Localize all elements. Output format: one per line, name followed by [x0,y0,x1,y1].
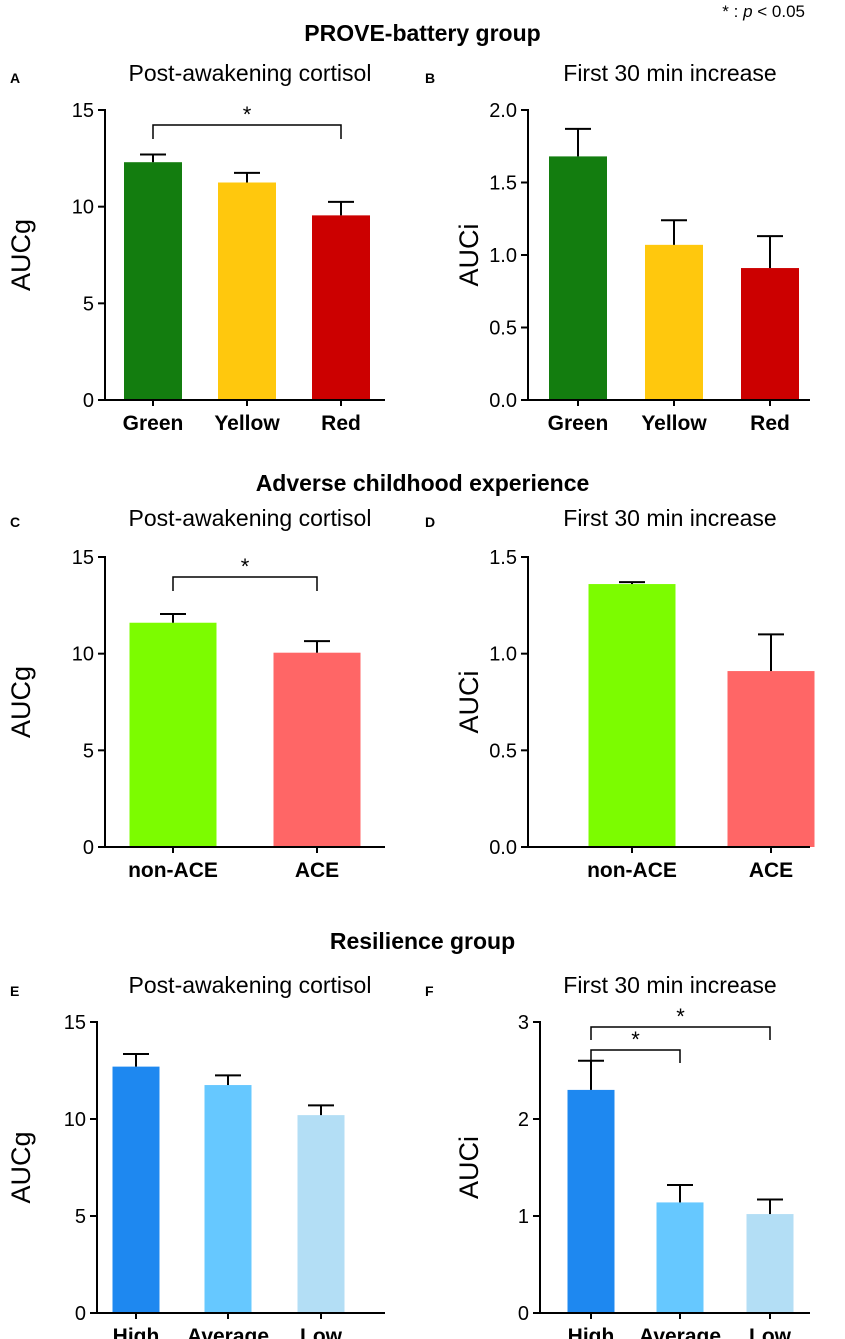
x-category-label: Red [321,412,361,435]
significance-star: * [241,554,250,579]
x-category-label: non-ACE [128,859,218,882]
y-tick-label: 0 [518,1303,529,1325]
chart-a: 0 5 10 15 Green Yellow Red AUCg * [6,100,385,435]
x-category-label: Average [639,1325,721,1339]
panel-title-a: Post-awakening cortisol [128,60,372,86]
y-tick-label: 2.0 [489,100,517,122]
section-title-resilience: Resilience group [329,928,516,954]
y-axis-label: AUCg [6,219,36,291]
y-tick-label: 15 [64,1012,86,1034]
chart-c: 0 5 10 15 non-ACE ACE AUCg * [6,547,385,882]
x-category-label: Average [187,1325,269,1339]
y-axis-label: AUCi [454,670,484,733]
x-category-label: Red [750,412,790,435]
chart-d: 0.0 0.5 1.0 1.5 non-ACE ACE AUCi [454,547,815,882]
significance-bracket [590,1049,681,1063]
panel-letter-e: E [10,983,20,999]
significance-star: * [631,1027,640,1052]
y-tick-label: 1 [518,1206,529,1228]
bar-red [312,215,370,400]
x-category-label: Low [749,1325,792,1339]
chart-b: 0.0 0.5 1.0 1.5 2.0 Green Yellow Red AUCi [454,100,810,435]
y-tick-label: 10 [72,197,94,219]
y-tick-label: 5 [83,740,94,762]
chart-e: 0 5 10 15 High Average Low AUCg [6,1012,385,1339]
y-tick-label: 2 [518,1109,529,1131]
x-category-label: ACE [295,859,339,882]
y-tick-label: 15 [72,547,94,569]
panel-letter-f: F [425,983,434,999]
bar-average [204,1085,252,1313]
significance-bracket [590,1026,771,1040]
x-category-label: non-ACE [587,859,677,882]
significance-star: * [676,1004,685,1029]
bar-green [124,162,182,400]
x-category-label: Green [123,412,184,435]
panel-letter-b: B [425,70,436,86]
bar-green [549,156,607,400]
y-tick-label: 0 [83,390,94,412]
bar-average [656,1202,704,1313]
y-tick-label: 5 [75,1206,86,1228]
y-axis-label: AUCg [6,666,36,738]
panel-title-b: First 30 min increase [563,60,777,86]
y-axis-label: AUCg [6,1131,36,1203]
chart-f: 0 1 2 3 High Average Low AUCi * * [454,1004,810,1339]
bar-high [112,1066,160,1313]
bar-yellow [218,182,276,400]
x-category-label: Green [548,412,609,435]
significance-bracket [172,576,318,591]
y-tick-label: 0.0 [489,837,517,859]
bar-non-ace [129,622,217,847]
x-category-label: Yellow [214,412,280,435]
bar-ace [727,671,815,847]
y-tick-label: 1.5 [489,173,517,195]
panel-letter-a: A [10,70,21,86]
sig-note-p: p [743,2,753,21]
y-tick-label: 3 [518,1012,529,1034]
significance-bracket [152,124,342,139]
bar-low [746,1214,794,1313]
y-tick-label: 0 [75,1303,86,1325]
y-tick-label: 1.0 [489,644,517,666]
x-category-label: ACE [749,859,793,882]
bar-non-ace [588,584,676,847]
y-tick-label: 0.0 [489,390,517,412]
panel-title-d: First 30 min increase [563,505,777,531]
bar-high [567,1089,615,1313]
significance-note: * : p < 0.05 [722,2,805,22]
y-tick-label: 15 [72,100,94,122]
bar-yellow [645,244,703,400]
sig-note-threshold: < 0.05 [752,2,805,21]
y-tick-label: 10 [64,1109,86,1131]
bar-red [741,268,799,400]
section-title-ace: Adverse childhood experience [255,470,590,496]
panel-title-f: First 30 min increase [563,972,777,998]
bar-ace [273,652,361,847]
y-tick-label: 1.0 [489,245,517,267]
y-tick-label: 10 [72,644,94,666]
section-title-prove: PROVE-battery group [304,20,541,46]
y-axis-label: AUCi [454,223,484,286]
sig-note-symbol: * : [722,2,744,21]
y-tick-label: 0.5 [489,740,517,762]
y-tick-label: 0.5 [489,318,517,340]
x-category-label: Yellow [641,412,707,435]
x-category-label: High [113,1325,160,1339]
y-axis-label: AUCi [454,1136,484,1199]
panel-letter-c: C [10,514,21,530]
x-category-label: Low [300,1325,343,1339]
x-category-label: High [568,1325,615,1339]
panel-title-c: Post-awakening cortisol [128,505,372,531]
bar-low [297,1115,345,1313]
significance-star: * [243,102,252,127]
y-tick-label: 5 [83,293,94,315]
panel-title-e: Post-awakening cortisol [128,972,372,998]
y-tick-label: 1.5 [489,547,517,569]
y-tick-label: 0 [83,837,94,859]
panel-letter-d: D [425,514,436,530]
